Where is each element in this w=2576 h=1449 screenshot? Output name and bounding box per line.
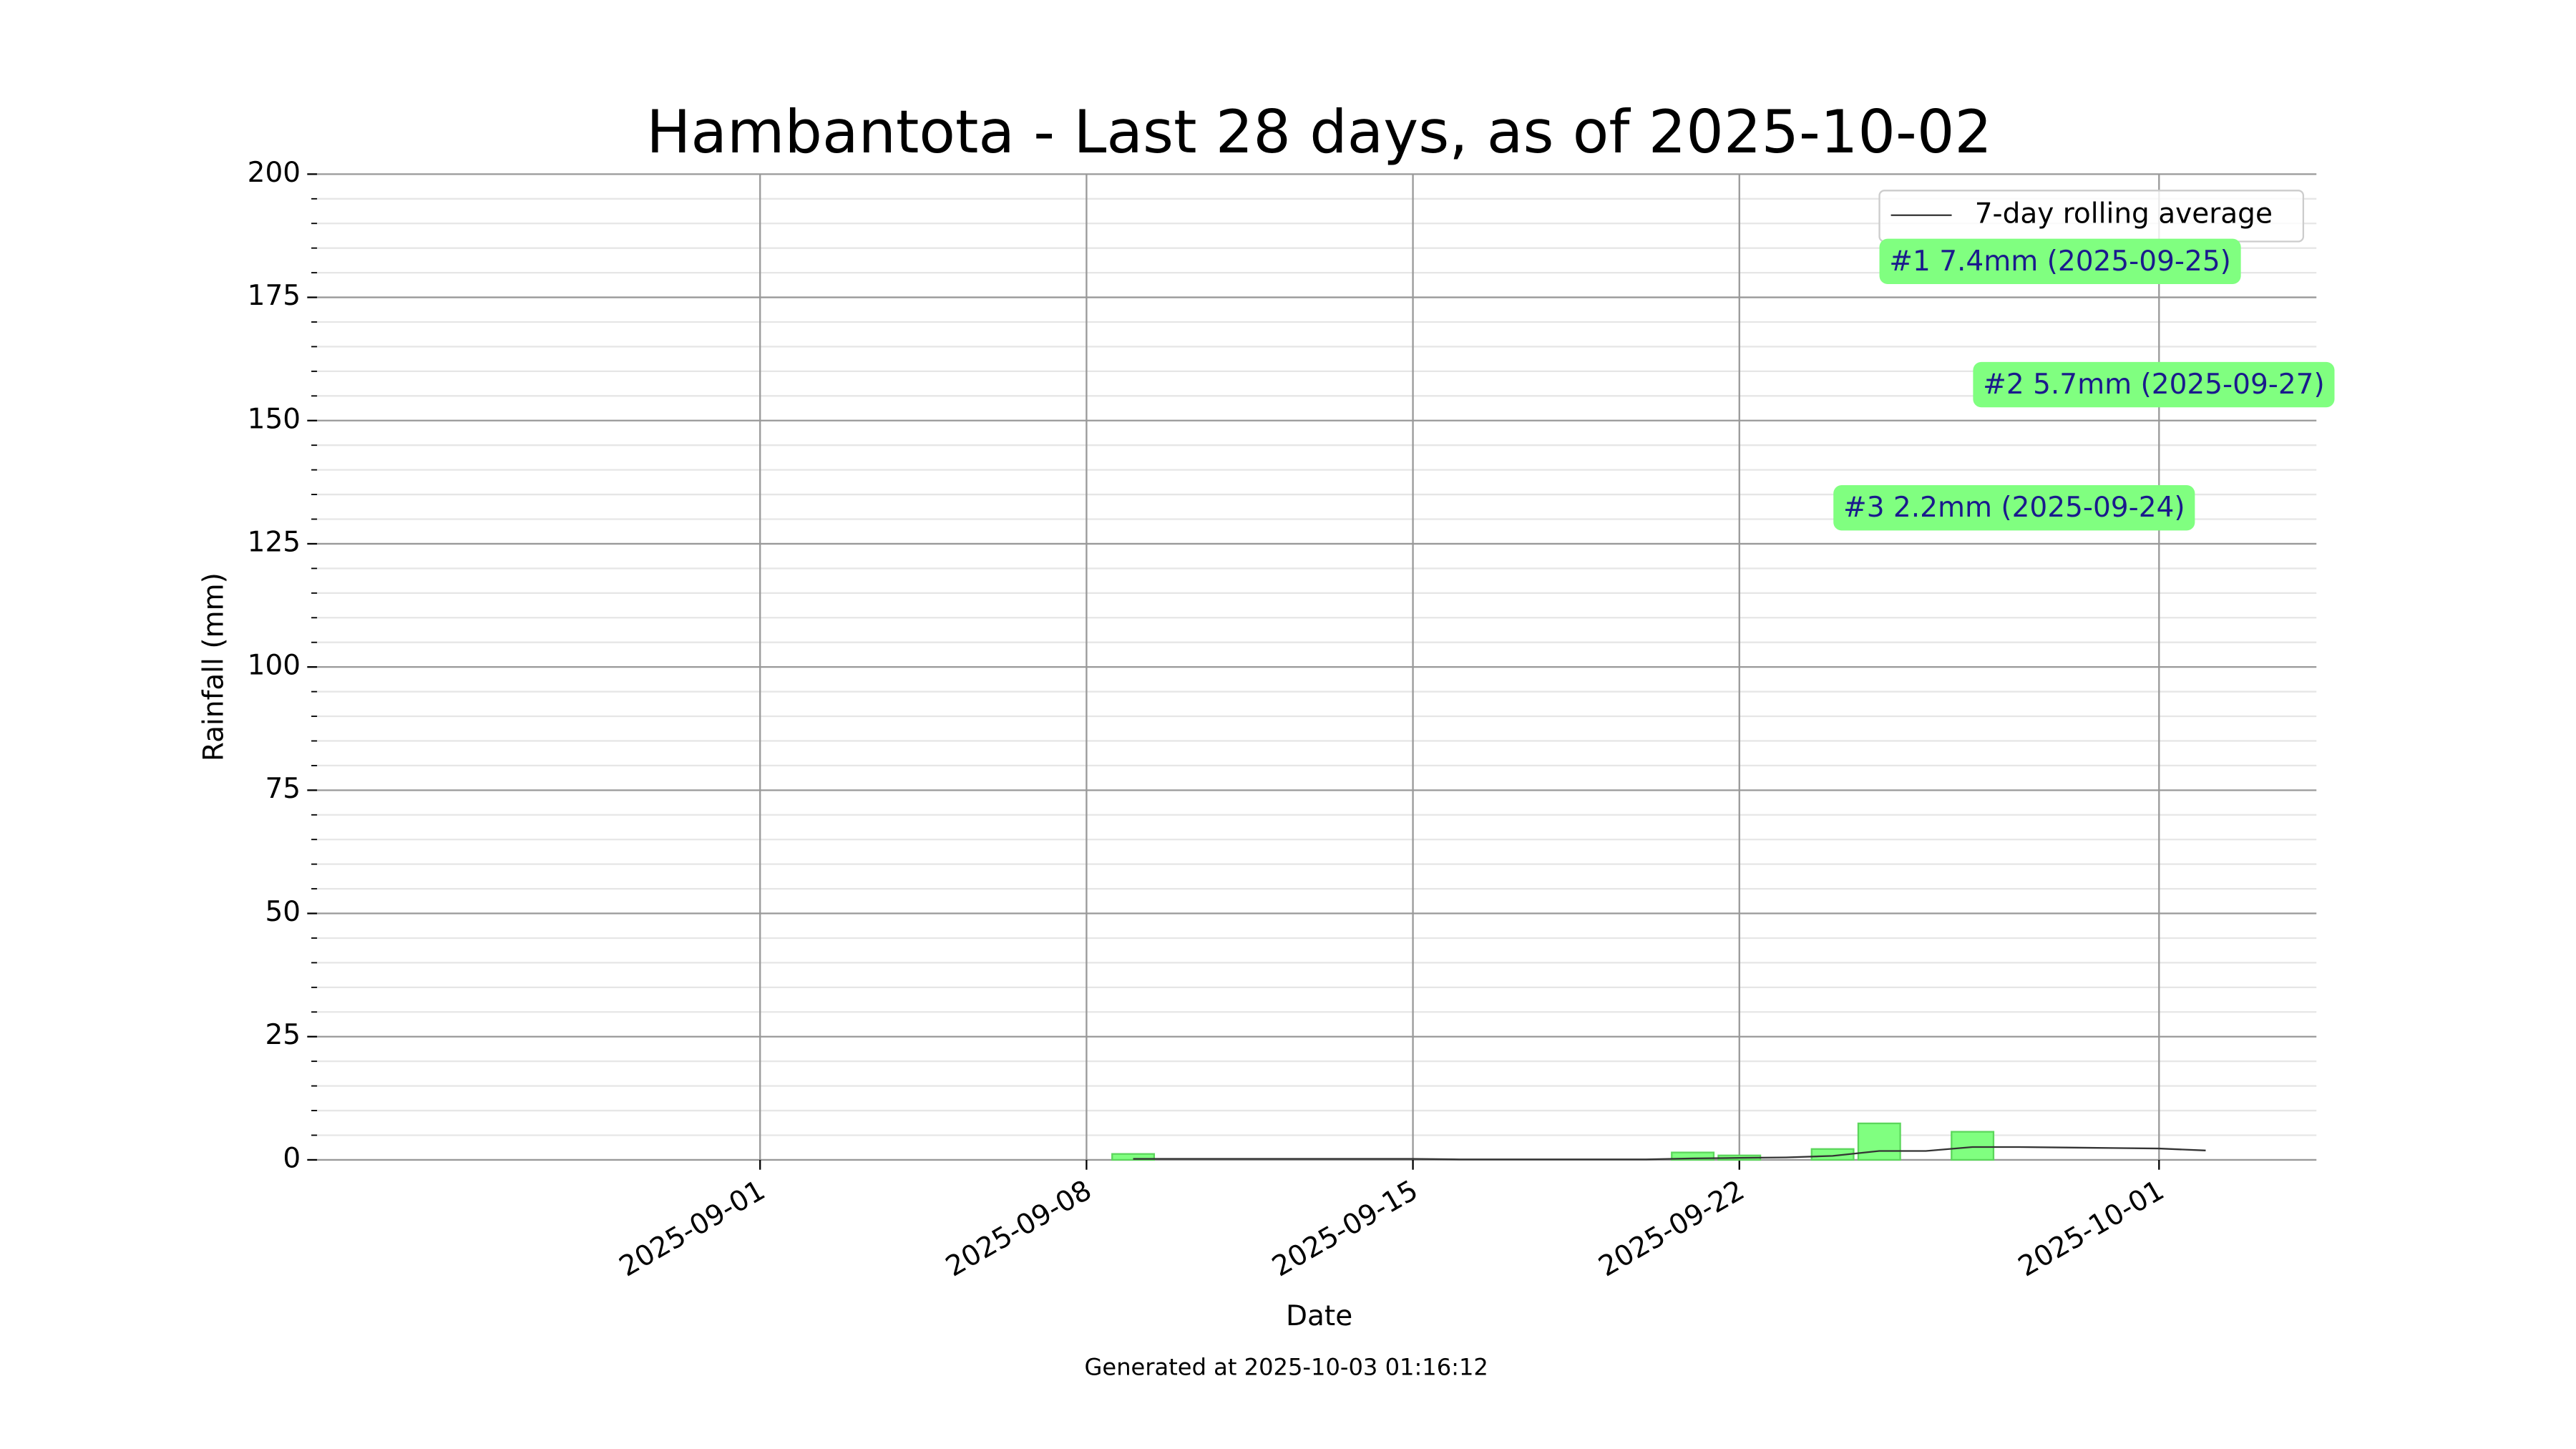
- y-axis-label: Rainfall (mm): [197, 572, 230, 761]
- footer: Generated at 2025-10-03 01:16:12: [1085, 1354, 1488, 1381]
- annotation-text: #2 5.7mm (2025-09-27): [1983, 369, 2325, 401]
- rolling-average-line: [1133, 1146, 2206, 1161]
- y-tick-label: 100: [248, 650, 301, 682]
- chart-title: Hambantota - Last 28 days, as of 2025-10…: [646, 98, 1992, 167]
- annotation: #2 5.7mm (2025-09-27): [1973, 361, 2335, 408]
- annotation: #1 7.4mm (2025-09-25): [1879, 238, 2241, 285]
- x-tick-label: 2025-09-08: [940, 1174, 1097, 1283]
- annotation: #3 2.2mm (2025-09-24): [1833, 485, 2195, 531]
- x-tick-label: 2025-10-01: [2013, 1174, 2170, 1283]
- y-tick-label: 200: [248, 157, 301, 189]
- annotation-text: #1 7.4mm (2025-09-25): [1889, 245, 2231, 278]
- y-tick-label: 175: [248, 280, 301, 312]
- legend: 7-day rolling average: [1878, 190, 2305, 243]
- bar: [1857, 1122, 1901, 1161]
- y-tick-label: 150: [248, 403, 301, 435]
- x-tick-label: 2025-09-22: [1594, 1174, 1750, 1283]
- x-tick-label: 2025-09-01: [614, 1174, 771, 1283]
- x-axis-label: Date: [1286, 1300, 1352, 1332]
- y-tick-label: 75: [265, 773, 301, 805]
- y-tick-label: 0: [283, 1142, 301, 1174]
- annotation-text: #3 2.2mm (2025-09-24): [1843, 492, 2185, 524]
- bar: [1671, 1151, 1715, 1161]
- y-tick-label: 50: [265, 896, 301, 928]
- y-tick-label: 125: [248, 526, 301, 558]
- x-tick-label: 2025-09-15: [1267, 1174, 1424, 1283]
- annotation-box: [1833, 485, 2195, 531]
- legend-label: 7-day rolling average: [1975, 197, 2273, 230]
- annotation-box: [1973, 361, 2335, 408]
- y-tick-label: 25: [265, 1019, 301, 1051]
- bar: [1111, 1153, 1156, 1161]
- annotation-box: [1879, 238, 2241, 285]
- bar: [1951, 1131, 1995, 1161]
